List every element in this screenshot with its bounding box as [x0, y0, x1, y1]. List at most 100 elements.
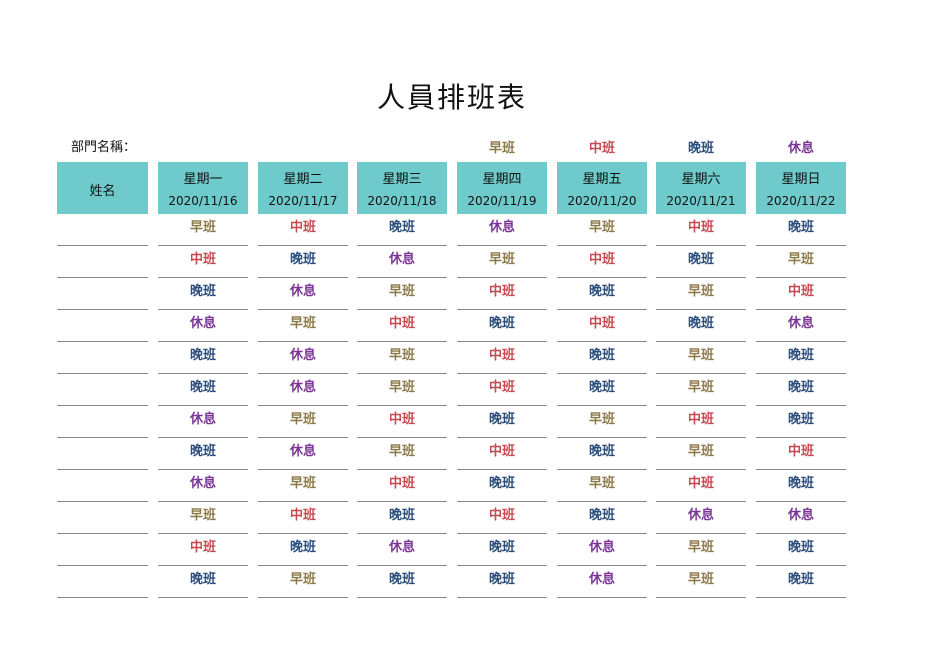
shift-cell[interactable]: 中班	[656, 406, 746, 438]
shift-cell[interactable]: 中班	[357, 406, 447, 438]
header-name-label: 姓名	[89, 184, 116, 199]
shift-cell[interactable]: 中班	[158, 246, 248, 278]
shift-cell[interactable]: 休息	[357, 534, 447, 566]
shift-cell[interactable]: 晚班	[457, 470, 547, 502]
shift-cell[interactable]: 早班	[557, 470, 647, 502]
shift-cell[interactable]: 早班	[158, 502, 248, 534]
shift-cell[interactable]: 中班	[457, 342, 547, 374]
shift-cell[interactable]: 休息	[258, 374, 348, 406]
shift-cell[interactable]: 早班	[656, 534, 746, 566]
header-date-label: 2020/11/21	[666, 194, 736, 208]
shift-cell[interactable]: 晚班	[158, 342, 248, 374]
shift-cell[interactable]: 晚班	[756, 214, 846, 246]
shift-cell[interactable]: 晚班	[457, 566, 547, 598]
shift-cell[interactable]: 晚班	[756, 470, 846, 502]
name-cell[interactable]	[57, 246, 148, 278]
name-cell[interactable]	[57, 566, 148, 598]
shift-cell[interactable]: 晚班	[557, 278, 647, 310]
shift-cell[interactable]: 早班	[656, 374, 746, 406]
shift-cell[interactable]: 中班	[756, 278, 846, 310]
shift-cell[interactable]: 中班	[457, 502, 547, 534]
shift-cell[interactable]: 中班	[457, 374, 547, 406]
shift-cell[interactable]: 晚班	[756, 374, 846, 406]
shift-cell[interactable]: 休息	[158, 470, 248, 502]
shift-cell[interactable]: 晚班	[158, 438, 248, 470]
name-cell[interactable]	[57, 534, 148, 566]
shift-cell[interactable]: 休息	[756, 502, 846, 534]
shift-cell[interactable]: 早班	[258, 310, 348, 342]
shift-cell[interactable]: 休息	[258, 278, 348, 310]
shift-cell[interactable]: 晚班	[457, 534, 547, 566]
name-cell[interactable]	[57, 502, 148, 534]
shift-cell[interactable]: 休息	[756, 310, 846, 342]
shift-cell[interactable]: 晚班	[557, 438, 647, 470]
shift-cell[interactable]: 晚班	[357, 502, 447, 534]
shift-cell[interactable]: 早班	[557, 406, 647, 438]
shift-cell[interactable]: 早班	[656, 438, 746, 470]
shift-cell[interactable]: 休息	[158, 406, 248, 438]
shift-cell[interactable]: 早班	[656, 342, 746, 374]
shift-cell[interactable]: 晚班	[158, 278, 248, 310]
name-cell[interactable]	[57, 406, 148, 438]
name-cell[interactable]	[57, 342, 148, 374]
shift-cell[interactable]: 中班	[457, 278, 547, 310]
shift-cell[interactable]: 早班	[258, 406, 348, 438]
shift-cell[interactable]: 中班	[357, 310, 447, 342]
name-cell[interactable]	[57, 374, 148, 406]
shift-cell[interactable]: 中班	[557, 310, 647, 342]
shift-cell[interactable]: 中班	[756, 438, 846, 470]
shift-cell[interactable]: 休息	[557, 566, 647, 598]
shift-cell[interactable]: 晚班	[756, 342, 846, 374]
shift-cell[interactable]: 休息	[656, 502, 746, 534]
header-day-label: 星期五	[582, 172, 622, 187]
shift-cell[interactable]: 早班	[656, 278, 746, 310]
shift-cell[interactable]: 晚班	[258, 534, 348, 566]
shift-cell[interactable]: 晚班	[557, 502, 647, 534]
shift-cell[interactable]: 晚班	[258, 246, 348, 278]
shift-cell[interactable]: 晚班	[357, 214, 447, 246]
shift-cell[interactable]: 早班	[258, 566, 348, 598]
shift-cell[interactable]: 早班	[258, 470, 348, 502]
name-cell[interactable]	[57, 438, 148, 470]
shift-cell[interactable]: 休息	[557, 534, 647, 566]
shift-cell[interactable]: 休息	[258, 438, 348, 470]
shift-cell[interactable]: 早班	[357, 278, 447, 310]
shift-cell[interactable]: 晚班	[756, 566, 846, 598]
shift-cell[interactable]: 晚班	[158, 374, 248, 406]
shift-cell[interactable]: 中班	[258, 214, 348, 246]
shift-cell[interactable]: 中班	[656, 214, 746, 246]
shift-cell[interactable]: 早班	[557, 214, 647, 246]
shift-cell[interactable]: 休息	[457, 214, 547, 246]
name-cell[interactable]	[57, 278, 148, 310]
name-cell[interactable]	[57, 470, 148, 502]
name-cell[interactable]	[57, 310, 148, 342]
shift-cell[interactable]: 晚班	[357, 566, 447, 598]
shift-cell[interactable]: 早班	[756, 246, 846, 278]
page-title: 人員排班表	[376, 81, 527, 114]
shift-cell[interactable]: 晚班	[656, 310, 746, 342]
shift-cell[interactable]: 晚班	[457, 406, 547, 438]
shift-cell[interactable]: 早班	[357, 342, 447, 374]
shift-cell[interactable]: 休息	[158, 310, 248, 342]
shift-cell[interactable]: 晚班	[756, 406, 846, 438]
shift-cell[interactable]: 中班	[557, 246, 647, 278]
shift-cell[interactable]: 晚班	[656, 246, 746, 278]
shift-cell[interactable]: 晚班	[457, 310, 547, 342]
shift-cell[interactable]: 早班	[158, 214, 248, 246]
shift-cell[interactable]: 晚班	[756, 534, 846, 566]
shift-cell[interactable]: 早班	[357, 438, 447, 470]
shift-cell[interactable]: 中班	[457, 438, 547, 470]
shift-cell[interactable]: 中班	[357, 470, 447, 502]
shift-cell[interactable]: 早班	[457, 246, 547, 278]
name-cell[interactable]	[57, 214, 148, 246]
shift-cell[interactable]: 早班	[656, 566, 746, 598]
shift-cell[interactable]: 中班	[258, 502, 348, 534]
shift-cell[interactable]: 中班	[656, 470, 746, 502]
shift-cell[interactable]: 休息	[258, 342, 348, 374]
shift-cell[interactable]: 中班	[158, 534, 248, 566]
shift-cell[interactable]: 晚班	[158, 566, 248, 598]
shift-cell[interactable]: 晚班	[557, 342, 647, 374]
shift-cell[interactable]: 晚班	[557, 374, 647, 406]
shift-cell[interactable]: 休息	[357, 246, 447, 278]
shift-cell[interactable]: 早班	[357, 374, 447, 406]
